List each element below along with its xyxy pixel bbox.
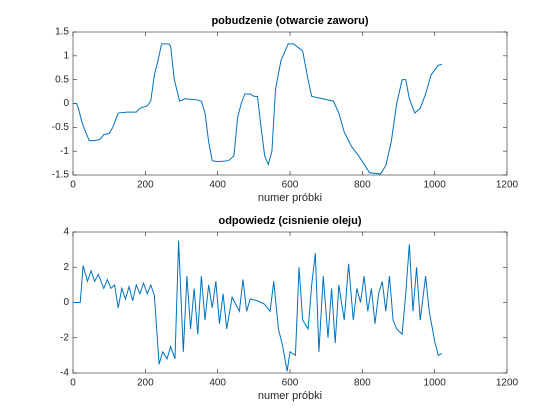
x-axis-label: numer próbki — [258, 390, 322, 402]
y-tick-label: 0 — [63, 98, 69, 109]
axes-box — [72, 31, 508, 176]
y-tick-label: -1 — [60, 146, 69, 157]
data-line — [73, 43, 443, 175]
x-axis-label: numer próbki — [258, 192, 322, 204]
x-tick-label: 1200 — [496, 180, 519, 191]
y-tick-label: -0.5 — [52, 122, 70, 133]
x-tick-label: 600 — [282, 378, 299, 389]
y-tick-label: -2 — [60, 332, 69, 343]
y-tick-label: 1.5 — [55, 27, 69, 38]
x-tick-label: 200 — [137, 378, 154, 389]
x-tick-label: 0 — [70, 378, 76, 389]
y-tick-label: -4 — [60, 368, 69, 379]
x-tick-label: 600 — [282, 180, 299, 191]
x-tick-label: 800 — [354, 180, 371, 191]
y-tick-label: 1 — [63, 50, 69, 61]
y-tick-label: 2 — [63, 262, 69, 273]
x-tick-label: 1000 — [424, 378, 447, 389]
data-line — [73, 240, 443, 372]
chart-title: odpowiedz (cisnienie oleju) — [218, 215, 361, 227]
x-tick-label: 1200 — [496, 378, 519, 389]
x-tick-label: 400 — [209, 378, 226, 389]
x-tick-label: 400 — [209, 180, 226, 191]
chart-title: pobudzenie (otwarcie zaworu) — [211, 15, 368, 27]
axes-box — [72, 231, 508, 374]
y-tick-label: 0 — [63, 297, 69, 308]
x-tick-label: 800 — [354, 378, 371, 389]
x-tick-label: 1000 — [424, 180, 447, 191]
x-tick-label: 200 — [137, 180, 154, 191]
x-tick-label: 0 — [70, 180, 76, 191]
y-tick-label: 0.5 — [55, 74, 69, 85]
y-tick-label: 4 — [63, 227, 69, 238]
y-tick-label: -1.5 — [52, 170, 70, 181]
